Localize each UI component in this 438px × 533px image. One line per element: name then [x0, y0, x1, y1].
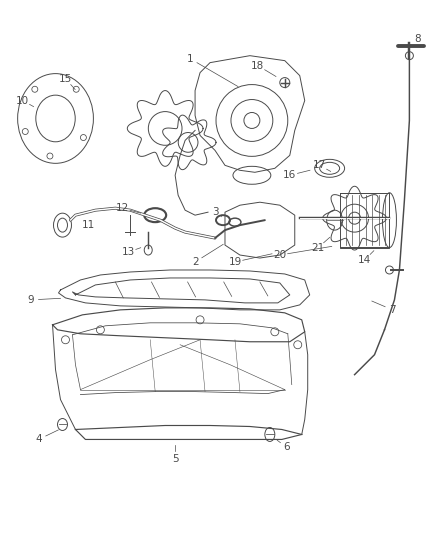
Text: 2: 2: [192, 257, 198, 267]
Text: 17: 17: [313, 160, 326, 171]
Text: 20: 20: [273, 250, 286, 260]
Text: 8: 8: [414, 34, 420, 44]
Text: 18: 18: [251, 61, 265, 71]
Text: 10: 10: [16, 95, 29, 106]
Text: 3: 3: [212, 207, 218, 217]
Text: 16: 16: [283, 170, 297, 180]
Text: 5: 5: [172, 455, 178, 464]
Text: 19: 19: [228, 257, 242, 267]
Bar: [339, 193, 389, 248]
Text: 6: 6: [283, 442, 290, 453]
Text: 14: 14: [358, 255, 371, 265]
Text: 13: 13: [122, 247, 135, 257]
Text: 4: 4: [35, 434, 42, 445]
Text: 1: 1: [187, 54, 194, 63]
Text: 21: 21: [311, 243, 324, 253]
Text: 11: 11: [82, 220, 95, 230]
Text: 15: 15: [59, 74, 72, 84]
Text: 12: 12: [116, 203, 129, 213]
Text: 9: 9: [27, 295, 34, 305]
Text: 7: 7: [389, 305, 396, 315]
